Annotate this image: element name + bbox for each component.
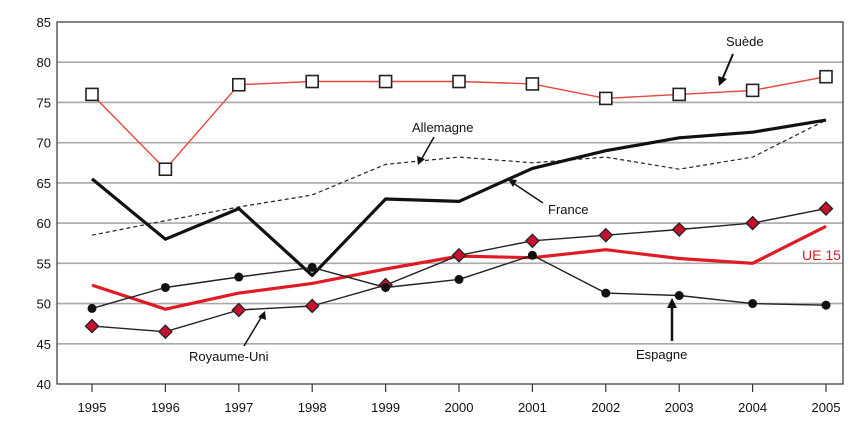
- x-tick-label-2001: 2001: [518, 400, 547, 415]
- annotation-label-france: France: [548, 202, 588, 217]
- point-espagne-1999: [381, 282, 391, 292]
- point-su-de-1997: [232, 77, 246, 92]
- axes: 40 45 50 55 60 65 70 75 80 85 1995 1996 1997 1998 1999…: [37, 15, 844, 415]
- annotation-arrowhead-royaume-uni: [258, 311, 266, 320]
- point-royaume-uni-2004: [745, 215, 761, 231]
- point-su-de-2000: [452, 74, 466, 89]
- x-tick-label-2000: 2000: [445, 400, 474, 415]
- point-royaume-uni-2005: [818, 201, 834, 217]
- annotations: Suède Allemagne France UE 15 Royaume-Uni…: [189, 34, 841, 364]
- annotation-label-suede: Suède: [726, 34, 764, 49]
- point-su-de-2001: [525, 77, 540, 91]
- point-espagne-1995: [87, 303, 97, 313]
- x-tick-label-2002: 2002: [591, 400, 620, 415]
- annotation-label-espagne: Espagne: [636, 347, 687, 362]
- y-tick-label-55: 55: [37, 256, 51, 271]
- point-royaume-uni-1995: [84, 318, 100, 334]
- point-su-de-2005: [819, 69, 833, 84]
- point-su-de-2004: [745, 83, 760, 98]
- y-tick-label-60: 60: [37, 216, 51, 231]
- y-tick-label-40: 40: [37, 377, 51, 392]
- x-tick-label-2004: 2004: [738, 400, 767, 415]
- x-tick-label-1995: 1995: [78, 400, 107, 415]
- y-tick-label-50: 50: [37, 297, 51, 312]
- y-tick-label-80: 80: [37, 55, 51, 70]
- point-espagne-1998: [307, 262, 317, 272]
- point-espagne-2002: [601, 288, 611, 298]
- point-espagne-1997: [234, 272, 244, 282]
- annotation-arrow-allemagne: [420, 136, 435, 161]
- point-royaume-uni-2001: [524, 233, 540, 249]
- series-line-allemagne: [91, 119, 827, 236]
- x-tick-label-1998: 1998: [298, 400, 327, 415]
- point-su-de-1996: [158, 162, 173, 177]
- point-royaume-uni-2000: [451, 247, 467, 263]
- point-royaume-uni-2002: [598, 227, 614, 243]
- y-tick-label-65: 65: [37, 176, 51, 191]
- point-espagne-2004: [748, 299, 758, 309]
- point-su-de-1998: [305, 74, 320, 89]
- plot-frame: [56, 21, 844, 385]
- x-tick-label-2003: 2003: [665, 400, 694, 415]
- y-tick-label-45: 45: [37, 337, 51, 352]
- annotation-label-allemagne: Allemagne: [412, 120, 473, 135]
- point-espagne-1996: [160, 282, 170, 292]
- point-espagne-2001: [527, 250, 537, 260]
- point-su-de-1995: [85, 87, 99, 102]
- point-su-de-2003: [672, 87, 687, 102]
- annotation-arrow-suede: [721, 53, 734, 81]
- point-espagne-2003: [674, 291, 684, 301]
- point-royaume-uni-2003: [671, 222, 687, 237]
- y-tick-label-75: 75: [37, 95, 51, 110]
- annotation-label-ue15: UE 15: [802, 247, 841, 263]
- annotation-label-royaume-uni: Royaume-Uni: [189, 349, 269, 364]
- y-tick-label-85: 85: [37, 15, 51, 30]
- x-tick-label-1996: 1996: [151, 400, 180, 415]
- markers: [84, 69, 834, 340]
- series-line-france: [90, 118, 827, 277]
- x-tick-label-1999: 1999: [371, 400, 400, 415]
- annotation-arrowhead-allemagne: [417, 156, 425, 165]
- x-tick-label-2005: 2005: [812, 400, 841, 415]
- annotation-arrow-france: [512, 182, 544, 204]
- point-royaume-uni-1998: [304, 298, 320, 314]
- point-su-de-1999: [378, 74, 393, 89]
- x-tick-label-1997: 1997: [224, 400, 253, 415]
- point-espagne-2000: [454, 274, 464, 284]
- plot-background: [57, 22, 843, 384]
- point-royaume-uni-1996: [157, 324, 173, 340]
- point-su-de-2002: [598, 91, 613, 106]
- annotation-arrow-royaume-uni: [243, 315, 263, 347]
- annotation-arrowhead-espagne: [667, 298, 677, 308]
- annotation-arrowhead-suede: [718, 76, 727, 86]
- y-tick-label-70: 70: [37, 136, 51, 151]
- point-espagne-2005: [821, 300, 831, 310]
- annotation-arrowhead-france: [508, 179, 517, 187]
- point-royaume-uni-1997: [231, 302, 247, 318]
